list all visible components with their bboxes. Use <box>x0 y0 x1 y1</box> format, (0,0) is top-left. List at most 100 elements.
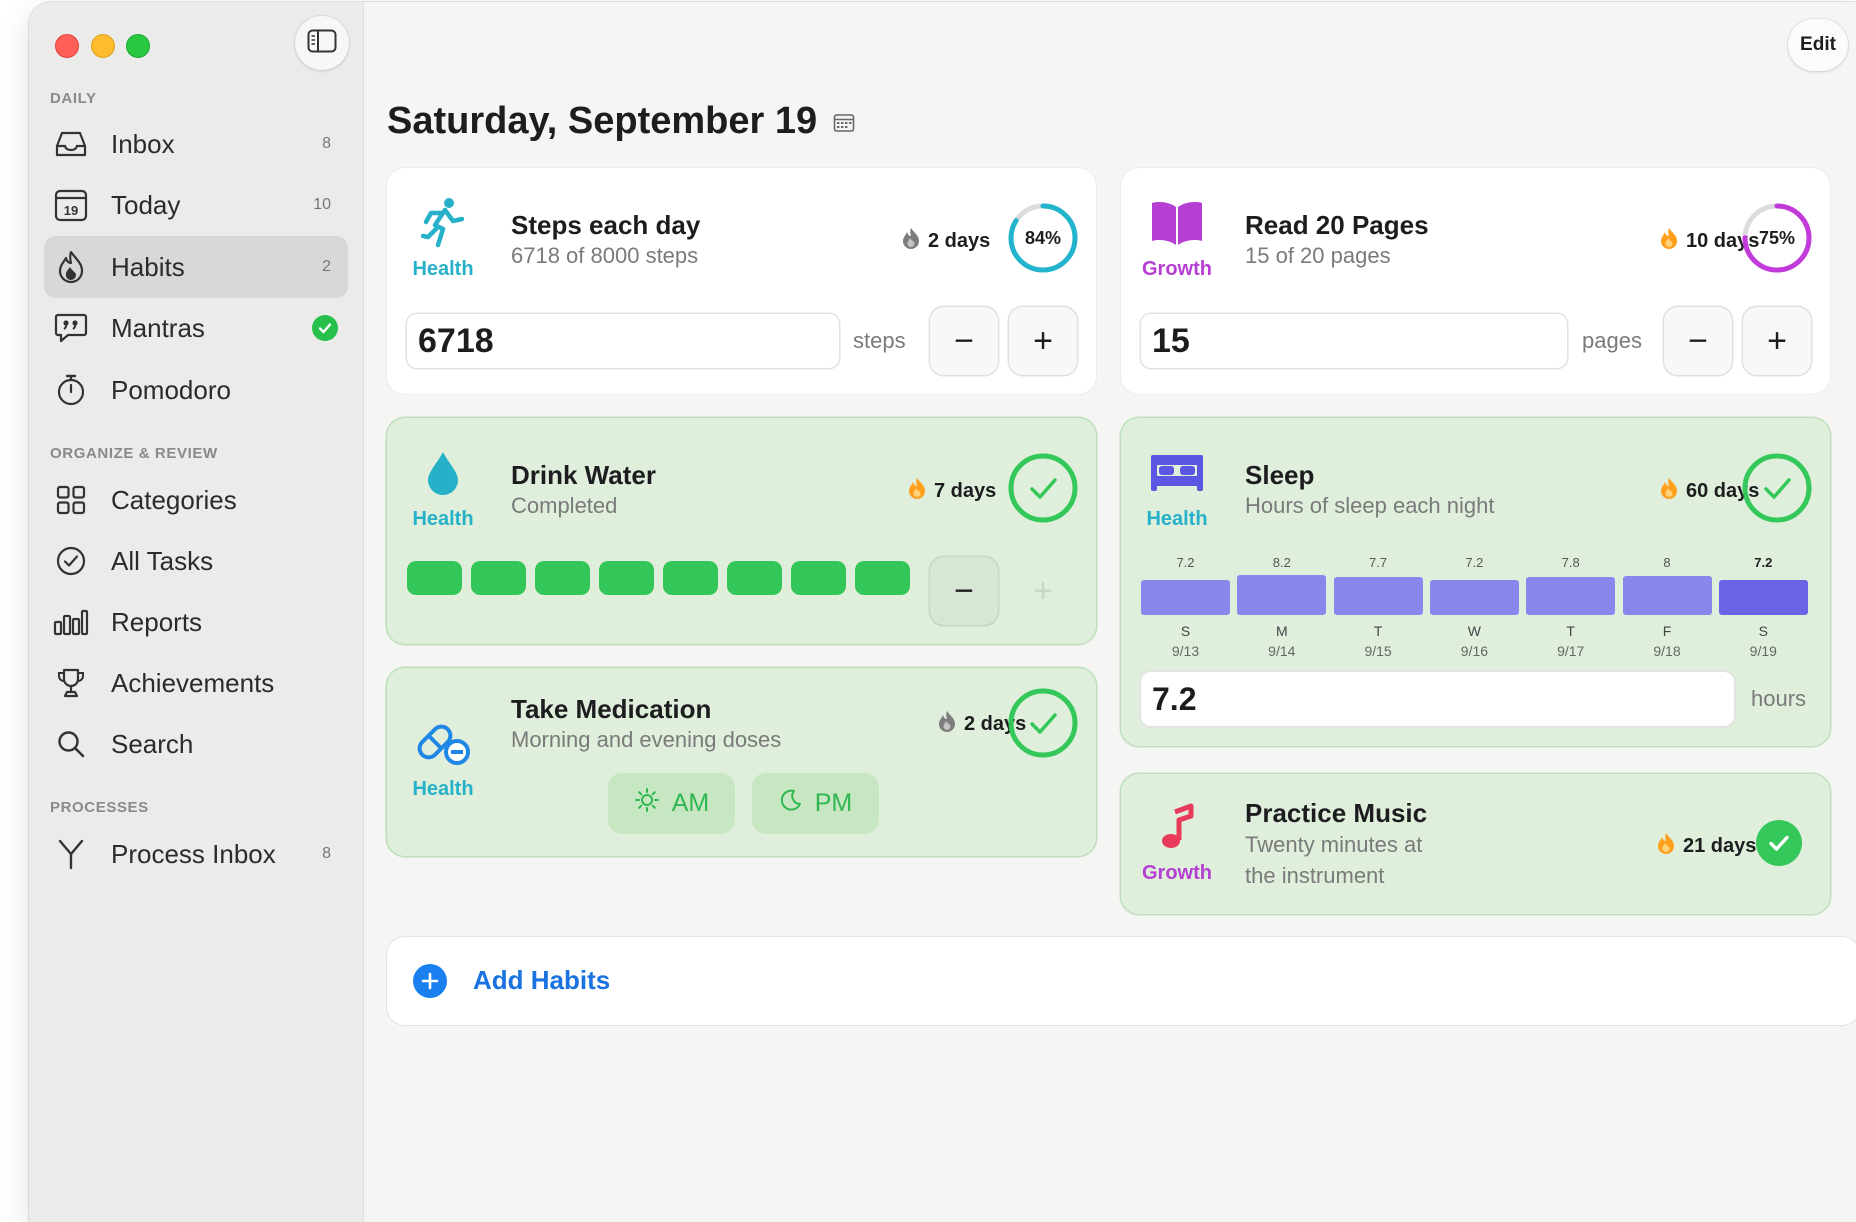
completed-check-ring[interactable] <box>1741 452 1813 524</box>
water-drop-icon <box>407 444 479 502</box>
moon-icon <box>779 788 803 819</box>
completed-check-button[interactable] <box>1756 820 1802 866</box>
sleep-bar-day: M <box>1275 623 1288 639</box>
sleep-unit-label: hours <box>1751 686 1807 711</box>
sidebar-item-today[interactable]: 19 Today 10 <box>44 174 348 236</box>
search-icon <box>53 726 89 762</box>
habit-card-music[interactable]: Growth Practice Music Twenty minutes at … <box>1121 774 1830 914</box>
sidebar-item-categories[interactable]: Categories <box>44 469 348 531</box>
habits-flame-icon <box>53 249 89 285</box>
app-window: DAILY Inbox 8 19 Today 10 Habits 2 <box>29 2 1856 1222</box>
progress-percent: 75% <box>1758 227 1796 248</box>
sidebar-item-label: Process Inbox <box>111 838 276 869</box>
speech-bubble-quote-icon <box>53 310 89 346</box>
pages-increment-button[interactable]: + <box>1743 307 1811 375</box>
steps-increment-button[interactable]: + <box>1009 307 1077 375</box>
steps-unit-label: steps <box>853 328 906 353</box>
habit-card-sleep[interactable]: Health Sleep Hours of sleep each night 6… <box>1121 418 1830 746</box>
completed-check-ring[interactable] <box>1007 687 1079 759</box>
sidebar-item-inbox[interactable]: Inbox 8 <box>44 113 348 175</box>
water-cup-filled[interactable] <box>663 561 718 595</box>
sidebar-item-label: Search <box>111 728 194 759</box>
completed-check-ring[interactable] <box>1007 452 1079 524</box>
habit-card-medication[interactable]: Health Take Medication Morning and eveni… <box>387 668 1096 856</box>
sidebar-item-search[interactable]: Search <box>44 713 348 775</box>
sleep-bar <box>1526 576 1616 615</box>
pm-dose-button[interactable]: PM <box>752 773 879 834</box>
running-figure-icon <box>407 194 479 252</box>
edit-button[interactable]: Edit <box>1788 19 1848 71</box>
sidebar-item-process-inbox[interactable]: Process Inbox 8 <box>44 823 348 885</box>
sidebar-item-mantras[interactable]: Mantras <box>44 297 348 359</box>
sidebar-toggle-icon <box>307 29 337 58</box>
sleep-bar-date: 9/17 <box>1557 643 1585 659</box>
sidebar-item-achievements[interactable]: Achievements <box>44 652 348 714</box>
water-cup-filled[interactable] <box>471 561 526 595</box>
pills-icon <box>407 714 479 772</box>
sleep-bar <box>1333 577 1423 615</box>
sidebar-item-habits[interactable]: Habits 2 <box>44 236 348 298</box>
habit-card-water[interactable]: Health Drink Water Completed 7 days − + <box>387 418 1096 644</box>
water-increment-button[interactable]: + <box>1033 571 1053 610</box>
sleep-bar-day: S <box>1758 623 1768 639</box>
sidebar-item-count: 8 <box>322 135 331 152</box>
sidebar-item-label: Inbox <box>111 128 175 159</box>
am-label: AM <box>671 789 710 817</box>
water-cup-filled[interactable] <box>791 561 846 595</box>
svg-text:19: 19 <box>64 203 78 218</box>
water-cup-filled[interactable] <box>727 561 782 595</box>
sleep-bar-day: S <box>1180 623 1191 639</box>
category-label: Growth <box>1142 862 1212 884</box>
page-title: Saturday, September 19 <box>387 100 855 143</box>
sidebar-item-label: Habits <box>111 251 185 282</box>
sidebar-item-reports[interactable]: Reports <box>44 591 348 653</box>
water-decrement-button[interactable]: − <box>930 557 998 625</box>
sleep-bar <box>1141 579 1230 615</box>
habit-subtitle: Completed <box>511 493 618 518</box>
add-habits-button[interactable]: Add Habits <box>387 937 1856 1025</box>
flame-icon <box>902 227 920 255</box>
bar-chart-icon <box>53 604 89 640</box>
category-label: Growth <box>1142 258 1212 280</box>
habit-subtitle-line-2: the instrument <box>1245 863 1385 888</box>
category-label: Health <box>412 508 474 530</box>
sidebar-item-all-tasks[interactable]: All Tasks <box>44 530 348 592</box>
progress-percent: 84% <box>1024 227 1062 248</box>
sleep-bar-date: 9/18 <box>1653 643 1681 659</box>
water-cup-filled[interactable] <box>535 561 590 595</box>
zoom-window-button[interactable] <box>126 34 150 58</box>
pages-value-input[interactable]: 15 <box>1141 314 1567 368</box>
habit-card-steps[interactable]: Health Steps each day 6718 of 8000 steps… <box>387 168 1096 394</box>
pages-decrement-button[interactable]: − <box>1664 307 1732 375</box>
am-dose-button[interactable]: AM <box>608 773 735 834</box>
water-cup-filled[interactable] <box>407 561 462 595</box>
habit-title: Practice Music <box>1245 798 1428 828</box>
sleep-hours-input[interactable]: 7.2 <box>1141 672 1734 726</box>
trophy-icon <box>53 665 89 701</box>
streak-text: 7 days <box>934 479 997 502</box>
sleep-bar-date: 9/15 <box>1364 643 1392 659</box>
water-cup-filled[interactable] <box>855 561 910 595</box>
sleep-bar-date: 9/13 <box>1171 643 1200 659</box>
sleep-bar-date: 9/16 <box>1460 643 1489 659</box>
sleep-bar-date: 9/14 <box>1268 643 1296 659</box>
calendar-icon[interactable] <box>833 100 855 143</box>
minimize-window-button[interactable] <box>91 34 115 58</box>
pm-label: PM <box>814 789 853 817</box>
habit-card-read[interactable]: Growth Read 20 Pages 15 of 20 pages 10 d… <box>1121 168 1830 394</box>
steps-value-input[interactable]: 6718 <box>407 314 839 368</box>
sleep-bar-value: 8.2 <box>1272 555 1291 570</box>
calendar-19-icon: 19 <box>53 187 89 223</box>
bed-icon <box>1141 444 1213 502</box>
streak-badge: 60 days <box>1660 477 1759 505</box>
water-cup-filled[interactable] <box>599 561 654 595</box>
habit-title: Take Medication <box>511 694 712 724</box>
progress-ring: 75% <box>1741 202 1813 274</box>
sidebar-toggle-button[interactable] <box>295 16 349 70</box>
steps-decrement-button[interactable]: − <box>930 307 998 375</box>
sleep-bar-value: 7.7 <box>1369 555 1388 570</box>
sidebar-item-pomodoro[interactable]: Pomodoro <box>44 359 348 421</box>
sleep-bar-value: 7.8 <box>1561 555 1580 570</box>
book-icon <box>1141 194 1213 252</box>
close-window-button[interactable] <box>55 34 79 58</box>
